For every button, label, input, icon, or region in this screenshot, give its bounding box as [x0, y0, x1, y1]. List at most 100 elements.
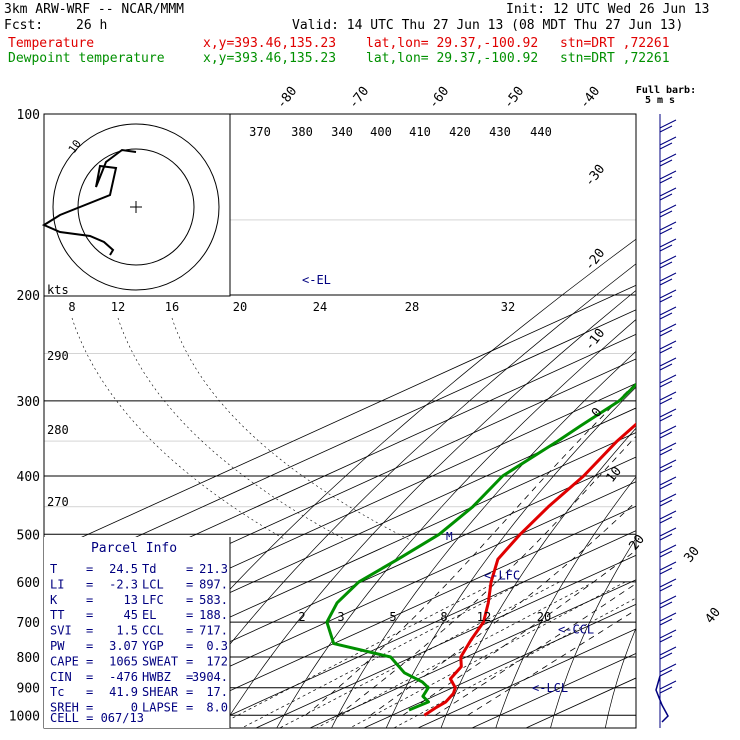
wind-barb: [659, 221, 677, 231]
parcel-eq: =: [86, 624, 93, 638]
parcel-label-el: EL: [142, 608, 156, 622]
side-theta-label-290: 290: [47, 349, 69, 363]
wind-barb-flag: [659, 176, 673, 184]
level-marker-lcl: <-LCL: [532, 681, 568, 695]
wind-barb-flag: [659, 329, 673, 337]
wind-barb-flag: [659, 244, 673, 252]
wind-barb: [659, 119, 677, 129]
wind-barb: [659, 187, 677, 197]
pressure-label-300: 300: [17, 395, 40, 410]
wind-barb: [659, 459, 677, 469]
wind-barb: [659, 340, 677, 350]
mixing-ratio-line-8: [316, 581, 595, 728]
wind-barb: [659, 255, 677, 265]
parcel-label-td: Td: [142, 562, 156, 576]
wind-barb-flag: [659, 346, 673, 354]
init-time: Init: 12 UTC Wed 26 Jun 13: [506, 2, 710, 17]
parcel-label-li: LI: [50, 577, 64, 591]
wind-barb-flag: [659, 448, 673, 456]
dewpoint-profile: [325, 382, 636, 712]
theta-label-370: 370: [249, 125, 271, 139]
wind-barb-flag: [659, 669, 673, 677]
wind-barb-flag: [659, 550, 673, 558]
isotherm-label-30: 30: [682, 544, 703, 566]
hodograph-speed-label-20: 20: [233, 300, 247, 314]
parcel-label-pw: PW: [50, 639, 65, 653]
dry-adiabat: [331, 350, 636, 728]
wind-barb: [659, 629, 677, 639]
isotherm-label--70: -70: [346, 84, 372, 112]
wind-barb: [659, 476, 677, 486]
mixing-ratio-label-12: 12: [477, 610, 491, 624]
parcel-value-lfc: 583.: [199, 593, 228, 607]
dry-adiabat: [604, 627, 636, 728]
parcel-value-lcl: 897.: [199, 577, 228, 591]
parcel-eq: =: [186, 685, 193, 699]
isotherm-label--60: -60: [426, 84, 452, 112]
wind-barb: [659, 238, 677, 248]
side-theta-label-270: 270: [47, 495, 69, 509]
wind-barb-flag: [659, 312, 673, 320]
pressure-label-400: 400: [17, 470, 40, 485]
level-marker-el: <-EL: [302, 273, 331, 287]
dewpoint-stn: stn=DRT ,72261: [560, 51, 670, 66]
moist-adiabat: [402, 549, 636, 716]
theta-label-380: 380: [291, 125, 313, 139]
wind-barb-flag: [659, 414, 673, 422]
isotherm--100: [44, 309, 636, 580]
wind-barb-flag: [659, 142, 673, 150]
isotherm-0: [255, 554, 636, 728]
speed-arc-1: [117, 317, 347, 541]
parcel-eq: =: [86, 654, 93, 668]
barb-header-1: Full barb:: [636, 85, 696, 96]
parcel-eq: =: [86, 685, 93, 699]
parcel-value-lapse: 8.0: [206, 701, 228, 715]
parcel-label-lfc: LFC: [142, 593, 164, 607]
wind-barb: [659, 323, 677, 333]
wind-barb-flag: [659, 618, 673, 626]
isotherm--30: [93, 481, 636, 728]
wind-barb-flag: [659, 227, 673, 235]
parcel-label-tc: Tc: [50, 685, 64, 699]
hodograph-ring-label: 10: [66, 137, 84, 155]
parcel-eq: =: [86, 701, 93, 715]
wind-barb-flag: [659, 125, 673, 133]
parcel-eq: =: [86, 562, 93, 576]
wind-barb: [659, 153, 677, 163]
hodograph-speed-label-8: 8: [68, 300, 75, 314]
wind-barb-flag: [659, 652, 673, 660]
parcel-eq: =: [86, 670, 93, 684]
parcel-label-sreh: SREH: [50, 701, 79, 715]
wind-barb-flag: [659, 567, 673, 575]
theta-label-410: 410: [409, 125, 431, 139]
parcel-eq: =: [86, 608, 93, 622]
mixing-ratio-label-5: 5: [389, 610, 396, 624]
wind-barb: [659, 680, 677, 690]
wind-barb: [659, 391, 677, 401]
wind-barb: [659, 306, 677, 316]
parcel-label-cin: CIN: [50, 670, 72, 684]
parcel-eq: =: [86, 577, 93, 591]
parcel-value-k: 13: [124, 593, 138, 607]
wind-barb-flag: [659, 465, 673, 473]
mixing-ratio-label-3: 3: [337, 610, 344, 624]
isotherm--40: [44, 456, 636, 727]
freezing-level-marker: M: [446, 530, 453, 543]
parcel-eq: =: [186, 593, 193, 607]
wind-barb: [659, 408, 677, 418]
parcel-value-li: -2.3: [109, 577, 138, 591]
parcel-eq: =: [186, 701, 193, 715]
mixing-ratio-line-5: [279, 581, 560, 728]
valid-time: Valid: 14 UTC Thu 27 Jun 13 (08 MDT Thu …: [292, 18, 684, 33]
pressure-label-700: 700: [17, 616, 40, 631]
dry-adiabat: [276, 319, 636, 728]
temperature-legend: Temperature: [8, 36, 95, 51]
moist-adiabat: [305, 382, 636, 716]
wind-barb-flag: [659, 295, 673, 303]
dry-adiabat: [550, 537, 636, 728]
parcel-eq: =: [86, 639, 93, 653]
parcel-value-ccl: 717.: [199, 624, 228, 638]
dry-adiabat: [660, 114, 740, 728]
sounding-profiles: [325, 382, 636, 717]
wind-barb-flag: [659, 363, 673, 371]
